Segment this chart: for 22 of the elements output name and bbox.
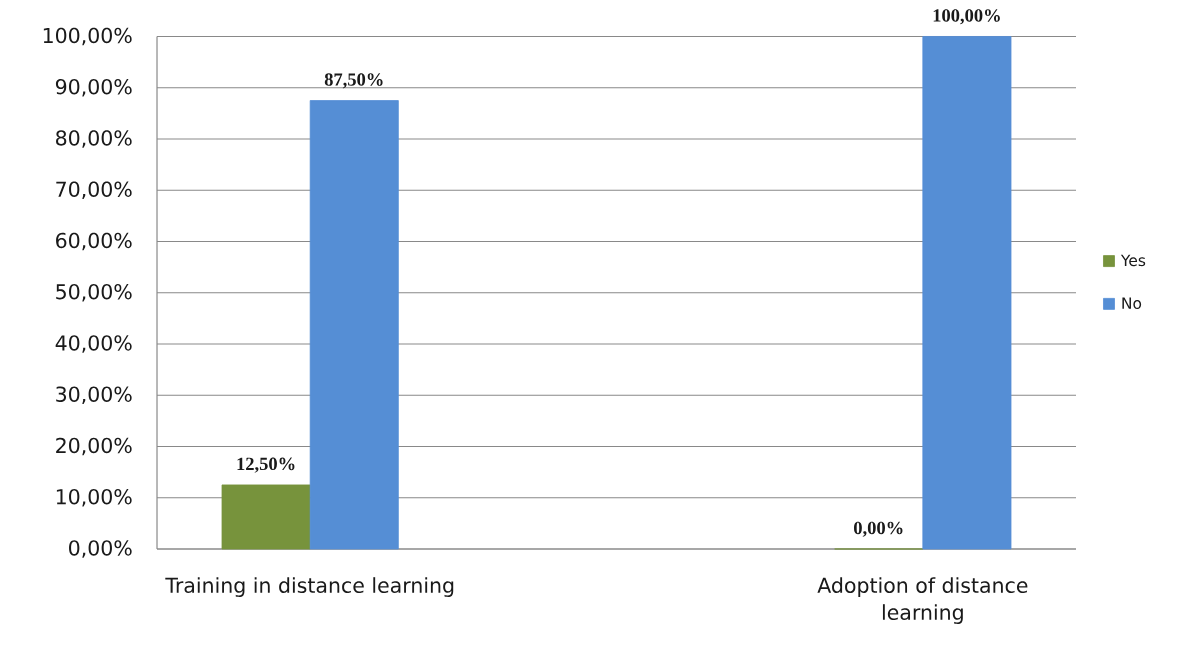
bar <box>922 36 1012 550</box>
y-tick-label: 100,00% <box>43 27 132 46</box>
legend-label: No <box>1122 297 1142 310</box>
x-tick-label: Training in distance learning <box>165 577 454 598</box>
y-tick-label: 50,00% <box>56 283 132 302</box>
y-tick-label: 40,00% <box>55 335 132 353</box>
legend-label: Yes <box>1120 254 1146 267</box>
x-tick-label: Adoption of distance learning <box>817 577 1028 625</box>
y-tick-label: 80,00% <box>56 130 132 148</box>
y-tick-label: 20,00% <box>56 437 132 456</box>
data-label: 0,00% <box>854 521 903 537</box>
y-tick-label: 70,00% <box>56 181 132 200</box>
data-label: 100,00% <box>933 9 1000 25</box>
bar <box>309 100 399 550</box>
y-tick-label: 30,00% <box>56 386 132 405</box>
y-tick-label: 0,00% <box>69 540 132 558</box>
data-label: 12,50% <box>237 457 295 473</box>
y-tick-label: 10,00% <box>56 488 132 507</box>
data-label: 87,50% <box>324 73 383 89</box>
y-tick-label: 90,00% <box>55 78 132 97</box>
bar <box>221 484 311 550</box>
y-tick-label: 60,00% <box>56 232 132 251</box>
